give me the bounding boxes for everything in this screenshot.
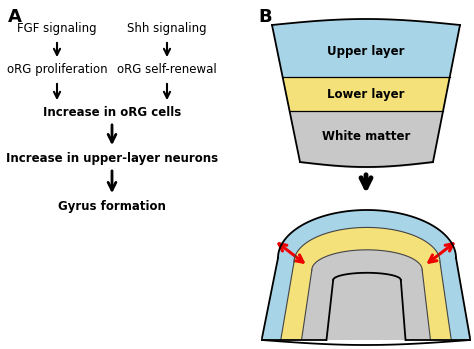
Polygon shape — [301, 250, 430, 340]
Text: B: B — [258, 8, 272, 26]
Polygon shape — [290, 111, 443, 162]
Polygon shape — [283, 77, 450, 111]
Text: Increase in oRG cells: Increase in oRG cells — [43, 106, 181, 119]
Polygon shape — [281, 228, 451, 340]
Polygon shape — [262, 210, 470, 340]
Text: oRG self-renewal: oRG self-renewal — [117, 63, 217, 76]
Polygon shape — [272, 25, 460, 77]
Text: Shh signaling: Shh signaling — [127, 22, 207, 35]
Text: Upper layer: Upper layer — [327, 45, 405, 58]
Text: A: A — [8, 8, 22, 26]
Text: Lower layer: Lower layer — [327, 88, 405, 101]
Text: Gyrus formation: Gyrus formation — [58, 200, 166, 213]
Text: FGF signaling: FGF signaling — [17, 22, 97, 35]
Text: Increase in upper-layer neurons: Increase in upper-layer neurons — [6, 152, 218, 165]
Text: oRG proliferation: oRG proliferation — [7, 63, 107, 76]
Polygon shape — [262, 210, 470, 340]
Text: White matter: White matter — [322, 130, 410, 143]
Polygon shape — [327, 273, 406, 340]
